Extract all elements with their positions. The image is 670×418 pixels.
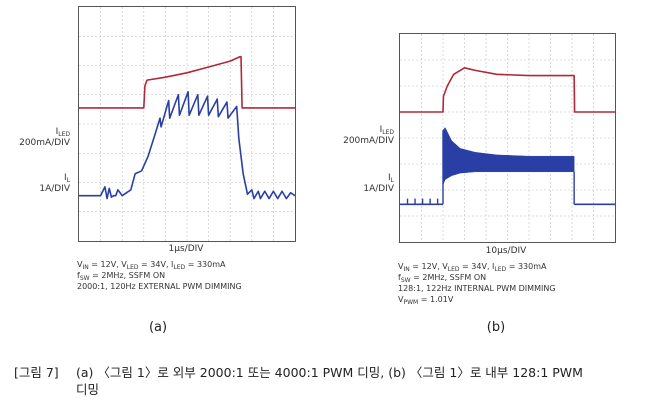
condition-text: = 12V, V: [409, 262, 448, 271]
scope-plot-a: [78, 6, 296, 242]
a-condition-line: 2000:1, 120Hz EXTERNAL PWM DIMMING: [77, 281, 242, 292]
b-condition-line: 128:1, 122Hz INTERNAL PWM DIMMING: [398, 283, 556, 294]
a-condition-line: VIN = 12V, VLED = 34V, ILED = 330mA: [77, 259, 242, 271]
scope-svg-a: [79, 7, 296, 241]
iled-label-a: ILED 200mA/DIV: [19, 127, 70, 148]
caption-line-2: 디밍: [76, 382, 100, 397]
caption-line-1: (a) 〈그림 1〉로 외부 2000:1 또는 4000:1 PWM 디밍, …: [76, 365, 583, 380]
a-il-trace: [79, 91, 296, 200]
il-label-b: IL 1A/DIV: [363, 173, 394, 194]
condition-text: = 330mA: [185, 260, 226, 269]
condition-text: f: [398, 273, 401, 282]
condition-text: = 2MHz, SSFM ON: [89, 271, 166, 280]
condition-text: = 12V, V: [88, 260, 127, 269]
condition-text: V: [77, 260, 83, 269]
subscript: PWM: [403, 299, 419, 306]
scope-svg-b: [400, 34, 615, 242]
scope-plot-b: [399, 33, 616, 243]
panel-tag-a: (a): [148, 320, 168, 335]
b-condition-line: VIN = 12V, VLED = 34V, ILED = 330mA: [398, 261, 556, 273]
condition-text: = 34V, I: [138, 260, 174, 269]
condition-text: V: [398, 295, 404, 304]
panel-tag-b: (b): [486, 320, 506, 335]
condition-text: 2000:1, 120Hz EXTERNAL PWM DIMMING: [77, 282, 242, 291]
condition-text: f: [77, 271, 80, 280]
condition-text: 128:1, 122Hz INTERNAL PWM DIMMING: [398, 284, 556, 293]
b-il-ripple-envelope: [442, 127, 575, 185]
subscript: LED: [447, 266, 460, 273]
a-condition-line: fSW = 2MHz, SSFM ON: [77, 270, 242, 282]
condition-text: = 330mA: [506, 262, 547, 271]
condition-text: = 2MHz, SSFM ON: [410, 273, 487, 282]
subscript: IN: [82, 264, 89, 271]
a-iled-trace: [79, 55, 295, 109]
test-conditions-a: VIN = 12V, VLED = 34V, ILED = 330mA fSW =…: [77, 259, 242, 292]
condition-text: = 1.01V: [418, 295, 454, 304]
subscript: SW: [79, 275, 90, 282]
condition-text: = 34V, I: [459, 262, 495, 271]
iled-label-b: ILED 200mA/DIV: [343, 125, 394, 146]
subscript: LED: [126, 264, 139, 271]
subscript: IN: [403, 266, 410, 273]
subscript: LED: [494, 266, 507, 273]
subscript: LED: [173, 264, 186, 271]
time-division-label-a: 1μs/DIV: [168, 244, 204, 254]
b-iled-trace: [400, 66, 615, 113]
figure-caption: [그림 7] (a) 〈그림 1〉로 외부 2000:1 또는 4000:1 PW…: [14, 364, 664, 398]
subscript: SW: [400, 277, 411, 284]
b-condition-line: VPWM = 1.01V: [398, 294, 556, 306]
test-conditions-b: VIN = 12V, VLED = 34V, ILED = 330mA fSW =…: [398, 261, 556, 306]
il-label-a: IL 1A/DIV: [39, 173, 70, 194]
figure-number: [그림 7]: [14, 365, 59, 380]
condition-text: V: [398, 262, 404, 271]
time-division-label-b: 10μs/DIV: [485, 246, 527, 256]
b-condition-line: fSW = 2MHz, SSFM ON: [398, 272, 556, 284]
